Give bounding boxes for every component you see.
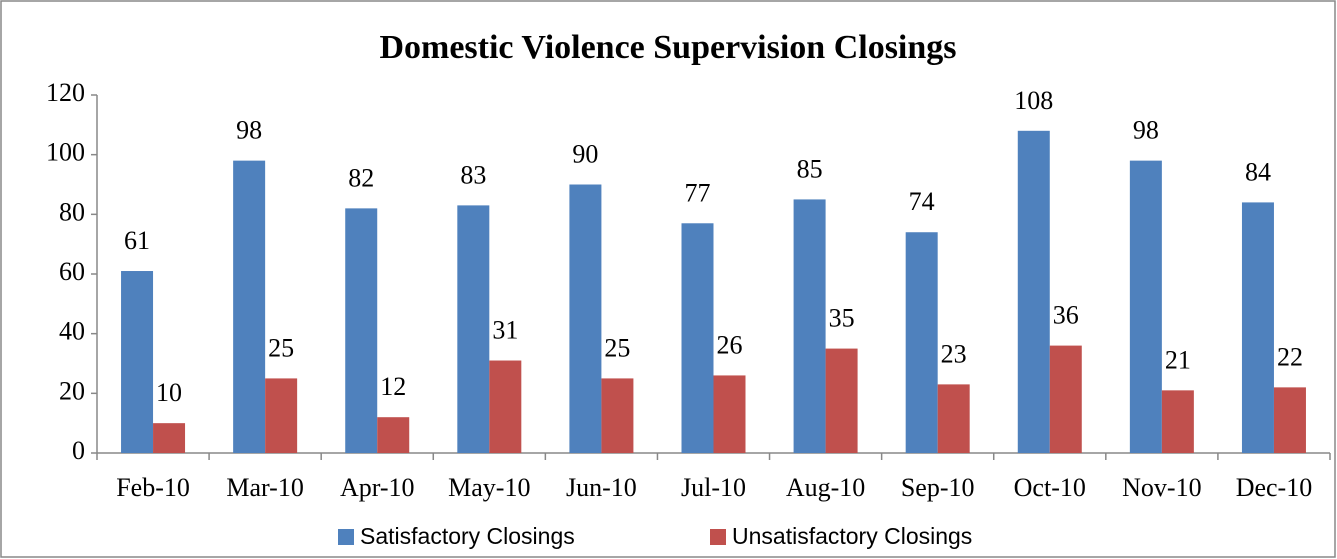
value-label: 98 bbox=[236, 116, 262, 145]
bar bbox=[153, 423, 186, 453]
bar bbox=[1049, 345, 1082, 453]
y-tick-label: 80 bbox=[59, 197, 85, 226]
x-tick-label: Oct-10 bbox=[1014, 473, 1086, 502]
value-label: 61 bbox=[124, 226, 150, 255]
legend-swatch bbox=[338, 529, 354, 545]
bar bbox=[1273, 387, 1306, 453]
bar bbox=[1017, 130, 1050, 454]
bar bbox=[681, 223, 714, 453]
bar bbox=[121, 271, 154, 453]
bar bbox=[825, 348, 858, 453]
x-tick-label: May-10 bbox=[448, 473, 530, 502]
bar bbox=[265, 378, 298, 453]
x-tick-label: Aug-10 bbox=[786, 473, 865, 502]
bar bbox=[233, 160, 266, 453]
value-label: 35 bbox=[829, 304, 855, 333]
value-label: 85 bbox=[797, 154, 823, 183]
legend-label: Satisfactory Closings bbox=[360, 523, 575, 549]
bar bbox=[793, 199, 826, 453]
bar bbox=[345, 208, 378, 453]
bar bbox=[601, 378, 634, 453]
y-tick-label: 40 bbox=[59, 317, 85, 346]
value-label: 23 bbox=[941, 339, 967, 368]
value-label: 10 bbox=[156, 378, 182, 407]
value-label: 77 bbox=[685, 178, 711, 207]
legend-label: Unsatisfactory Closings bbox=[732, 523, 972, 549]
bar bbox=[377, 417, 410, 453]
bar bbox=[905, 232, 938, 453]
value-label: 108 bbox=[1014, 86, 1053, 115]
chart-title: Domestic Violence Supervision Closings bbox=[379, 29, 956, 66]
value-label: 74 bbox=[909, 187, 935, 216]
value-label: 22 bbox=[1277, 342, 1303, 371]
x-tick-label: Mar-10 bbox=[226, 473, 303, 502]
bar bbox=[1129, 160, 1162, 453]
bar bbox=[457, 205, 490, 453]
value-label: 31 bbox=[492, 315, 518, 344]
y-tick-label: 0 bbox=[72, 436, 85, 465]
y-tick-label: 100 bbox=[46, 138, 85, 167]
bar bbox=[713, 375, 746, 453]
value-label: 26 bbox=[717, 330, 743, 359]
bar bbox=[937, 384, 970, 453]
bar bbox=[569, 184, 602, 453]
value-label: 83 bbox=[460, 160, 486, 189]
value-label: 25 bbox=[268, 333, 294, 362]
value-label: 84 bbox=[1245, 157, 1271, 186]
x-tick-label: Feb-10 bbox=[116, 473, 190, 502]
y-tick-label: 60 bbox=[59, 257, 85, 286]
x-tick-label: Jul-10 bbox=[681, 473, 746, 502]
x-tick-label: Apr-10 bbox=[340, 473, 415, 502]
value-label: 12 bbox=[380, 372, 406, 401]
bar bbox=[489, 360, 522, 453]
y-tick-label: 20 bbox=[59, 376, 85, 405]
x-tick-label: Dec-10 bbox=[1236, 473, 1313, 502]
x-tick-label: Sep-10 bbox=[901, 473, 975, 502]
value-label: 25 bbox=[604, 333, 630, 362]
value-label: 90 bbox=[572, 139, 598, 168]
x-tick-label: Nov-10 bbox=[1122, 473, 1201, 502]
value-label: 98 bbox=[1133, 116, 1159, 145]
value-label: 36 bbox=[1053, 301, 1079, 330]
value-label: 21 bbox=[1165, 345, 1191, 374]
x-tick-label: Jun-10 bbox=[566, 473, 637, 502]
value-label: 82 bbox=[348, 163, 374, 192]
y-tick-label: 120 bbox=[46, 78, 85, 107]
bar bbox=[1161, 390, 1194, 453]
legend-swatch bbox=[710, 529, 726, 545]
bar bbox=[1241, 202, 1274, 453]
